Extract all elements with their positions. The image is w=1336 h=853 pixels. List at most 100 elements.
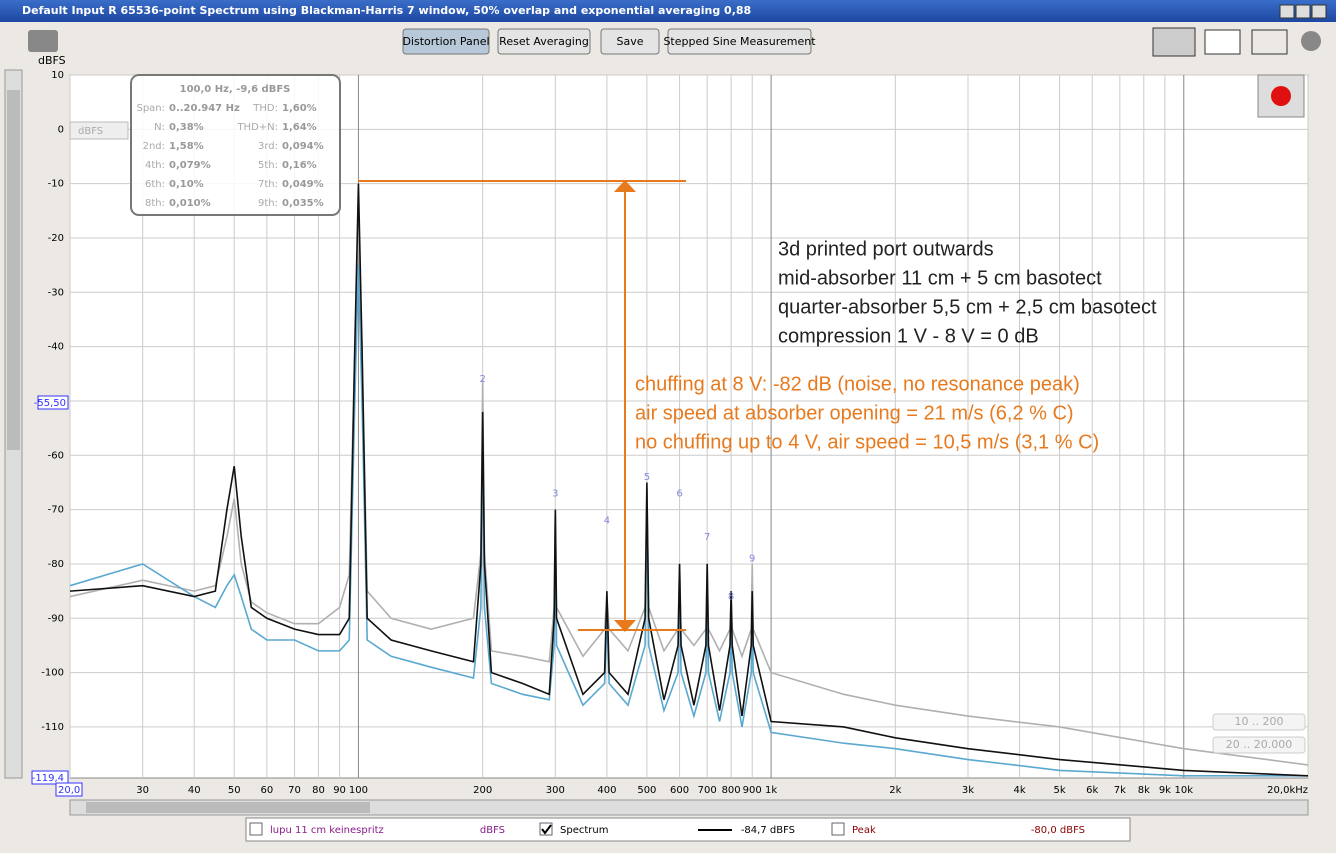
x-tick-label: 100 bbox=[349, 785, 368, 796]
legend-checkbox[interactable] bbox=[831, 822, 845, 836]
x-tick-label: 600 bbox=[670, 785, 689, 796]
x-tick-label: 5k bbox=[1053, 785, 1065, 796]
y-tick-label: -20 bbox=[48, 233, 64, 244]
y-tick-label: 10 bbox=[51, 70, 64, 81]
x-tick-label: 60 bbox=[261, 785, 274, 796]
x-limit-box bbox=[55, 782, 83, 797]
y-tick-label: -10 bbox=[48, 179, 64, 190]
v-scroll-thumb[interactable] bbox=[7, 90, 20, 450]
h-scrollbar[interactable] bbox=[69, 799, 1309, 816]
x-tick-label: 9k bbox=[1159, 785, 1171, 796]
y-tick-label: -100 bbox=[41, 668, 64, 679]
overlay-header: 100,0 Hz, -9,6 dBFS bbox=[180, 84, 291, 95]
checkmark bbox=[541, 824, 552, 835]
legend-checkbox[interactable] bbox=[539, 822, 553, 836]
h-scroll-thumb[interactable] bbox=[86, 802, 370, 813]
cursor-box bbox=[37, 395, 69, 410]
legend-name: lupu 11 cm keinespritz bbox=[270, 825, 384, 836]
overlay-value: 0,38% bbox=[169, 122, 204, 133]
x-tick-label: 300 bbox=[546, 785, 565, 796]
toolbar: Distortion Panel Reset Averaging Save Stepp… bbox=[402, 28, 816, 55]
y-tick-label: -30 bbox=[48, 287, 64, 298]
x-tick-label: 500 bbox=[637, 785, 656, 796]
overlay-label: 6th: bbox=[145, 179, 165, 190]
spectrum-trace bbox=[69, 227, 1309, 766]
annotation: quarter-absorber 5,5 cm + 2,5 cm basotec… bbox=[778, 296, 1157, 318]
distortion-overlay bbox=[130, 74, 341, 216]
overlay-label: N: bbox=[154, 122, 165, 133]
legend-reading: -84,7 dBFS bbox=[741, 825, 795, 836]
overlay-value: 0,10% bbox=[169, 179, 204, 190]
harmonic-label: 2 bbox=[479, 374, 485, 385]
overlay-value: 1,64% bbox=[282, 122, 317, 133]
grid-icon[interactable] bbox=[1204, 29, 1241, 55]
y-tick-label: -70 bbox=[48, 505, 64, 516]
x-tick-label: 1k bbox=[765, 785, 777, 796]
close[interactable] bbox=[1311, 4, 1327, 19]
range-button[interactable] bbox=[1212, 713, 1306, 731]
minimize[interactable] bbox=[1279, 4, 1295, 19]
x-tick-label: 900 bbox=[743, 785, 762, 796]
toolbar-button-text: Save bbox=[616, 35, 643, 48]
x-tick-label: 8k bbox=[1138, 785, 1150, 796]
unit-dropdown[interactable] bbox=[69, 121, 129, 140]
maximize[interactable] bbox=[1295, 4, 1311, 19]
camera-icon[interactable] bbox=[28, 30, 58, 52]
harmonic-label: 6 bbox=[676, 488, 682, 499]
x-tick-label: 20,0kHz bbox=[1267, 785, 1308, 796]
overlay-value: 0,010% bbox=[169, 198, 211, 209]
toolbar-button[interactable] bbox=[497, 28, 591, 55]
move-icon[interactable] bbox=[1251, 29, 1288, 55]
arrow-head bbox=[614, 620, 636, 632]
range-button-text: 20 .. 20.000 bbox=[1226, 738, 1292, 751]
annotation: compression 1 V - 8 V = 0 dB bbox=[778, 325, 1039, 347]
annotation: mid-absorber 11 cm + 5 cm basotect bbox=[778, 267, 1102, 289]
y-tick-label: -40 bbox=[48, 342, 64, 353]
legend-reading: -80,0 dBFS bbox=[1031, 825, 1085, 836]
y-tick-label: -60 bbox=[48, 450, 64, 461]
overlay-rows: Span: 0..20.947 Hz THD: 1,60% N: 0,38% THD+N: 1… bbox=[136, 103, 323, 209]
x-tick-label: 50 bbox=[228, 785, 241, 796]
overlay-label: 8th: bbox=[145, 198, 165, 209]
x-tick-label: 70 bbox=[288, 785, 301, 796]
legend-checkbox[interactable] bbox=[249, 822, 263, 836]
overlay-value: 0,094% bbox=[282, 141, 324, 152]
x-tick-label: 800 bbox=[722, 785, 741, 796]
toolbar-button[interactable] bbox=[600, 28, 660, 55]
x-tick-label: 700 bbox=[698, 785, 717, 796]
x-tick-label: 3k bbox=[962, 785, 974, 796]
x-tick-label: 90 bbox=[333, 785, 346, 796]
overlay-label: Span: bbox=[136, 103, 165, 114]
range-button[interactable] bbox=[1212, 736, 1306, 754]
legend: lupu 11 cm keinespritz dBFS Spectrum -84,7 … bbox=[249, 822, 1085, 836]
x-tick-label: 4k bbox=[1013, 785, 1025, 796]
legend-name: Peak bbox=[852, 825, 876, 836]
y-tick-label: 0 bbox=[58, 124, 64, 135]
annotation: 3d printed port outwards bbox=[778, 238, 994, 260]
annotation: no chuffing up to 4 V, air speed = 10,5 … bbox=[635, 431, 1099, 453]
overlay-label: 9th: bbox=[258, 198, 278, 209]
overlay-label: 2nd: bbox=[143, 141, 165, 152]
overlay-value: 0,16% bbox=[282, 160, 317, 171]
toolbar-button[interactable] bbox=[402, 28, 490, 55]
overlay-value: 0..20.947 Hz bbox=[169, 103, 240, 114]
y-tick-label: -80 bbox=[48, 559, 64, 570]
view-icon[interactable] bbox=[1152, 27, 1196, 57]
record-light bbox=[1271, 86, 1291, 106]
unit-dropdown-text: dBFS bbox=[78, 126, 103, 137]
settings-icon[interactable] bbox=[1301, 31, 1321, 51]
toolbar-button-text: Stepped Sine Measurement bbox=[663, 35, 816, 48]
annotation: air speed at absorber opening = 21 m/s (… bbox=[635, 402, 1074, 424]
harmonic-label: 5 bbox=[644, 472, 650, 483]
overlay-label: 7th: bbox=[258, 179, 278, 190]
spectrum-trace bbox=[69, 265, 1308, 777]
harmonic-label: 4 bbox=[604, 515, 610, 526]
toolbar-button-text: Distortion Panel bbox=[402, 35, 489, 48]
annotation: chuffing at 8 V: -82 dB (noise, no reson… bbox=[635, 373, 1080, 395]
harmonic-label: 8 bbox=[728, 592, 734, 603]
legend-reading: dBFS bbox=[480, 825, 505, 836]
overlay-label: 5th: bbox=[258, 160, 278, 171]
title-bar bbox=[0, 0, 1336, 22]
toolbar-button[interactable] bbox=[667, 28, 812, 55]
